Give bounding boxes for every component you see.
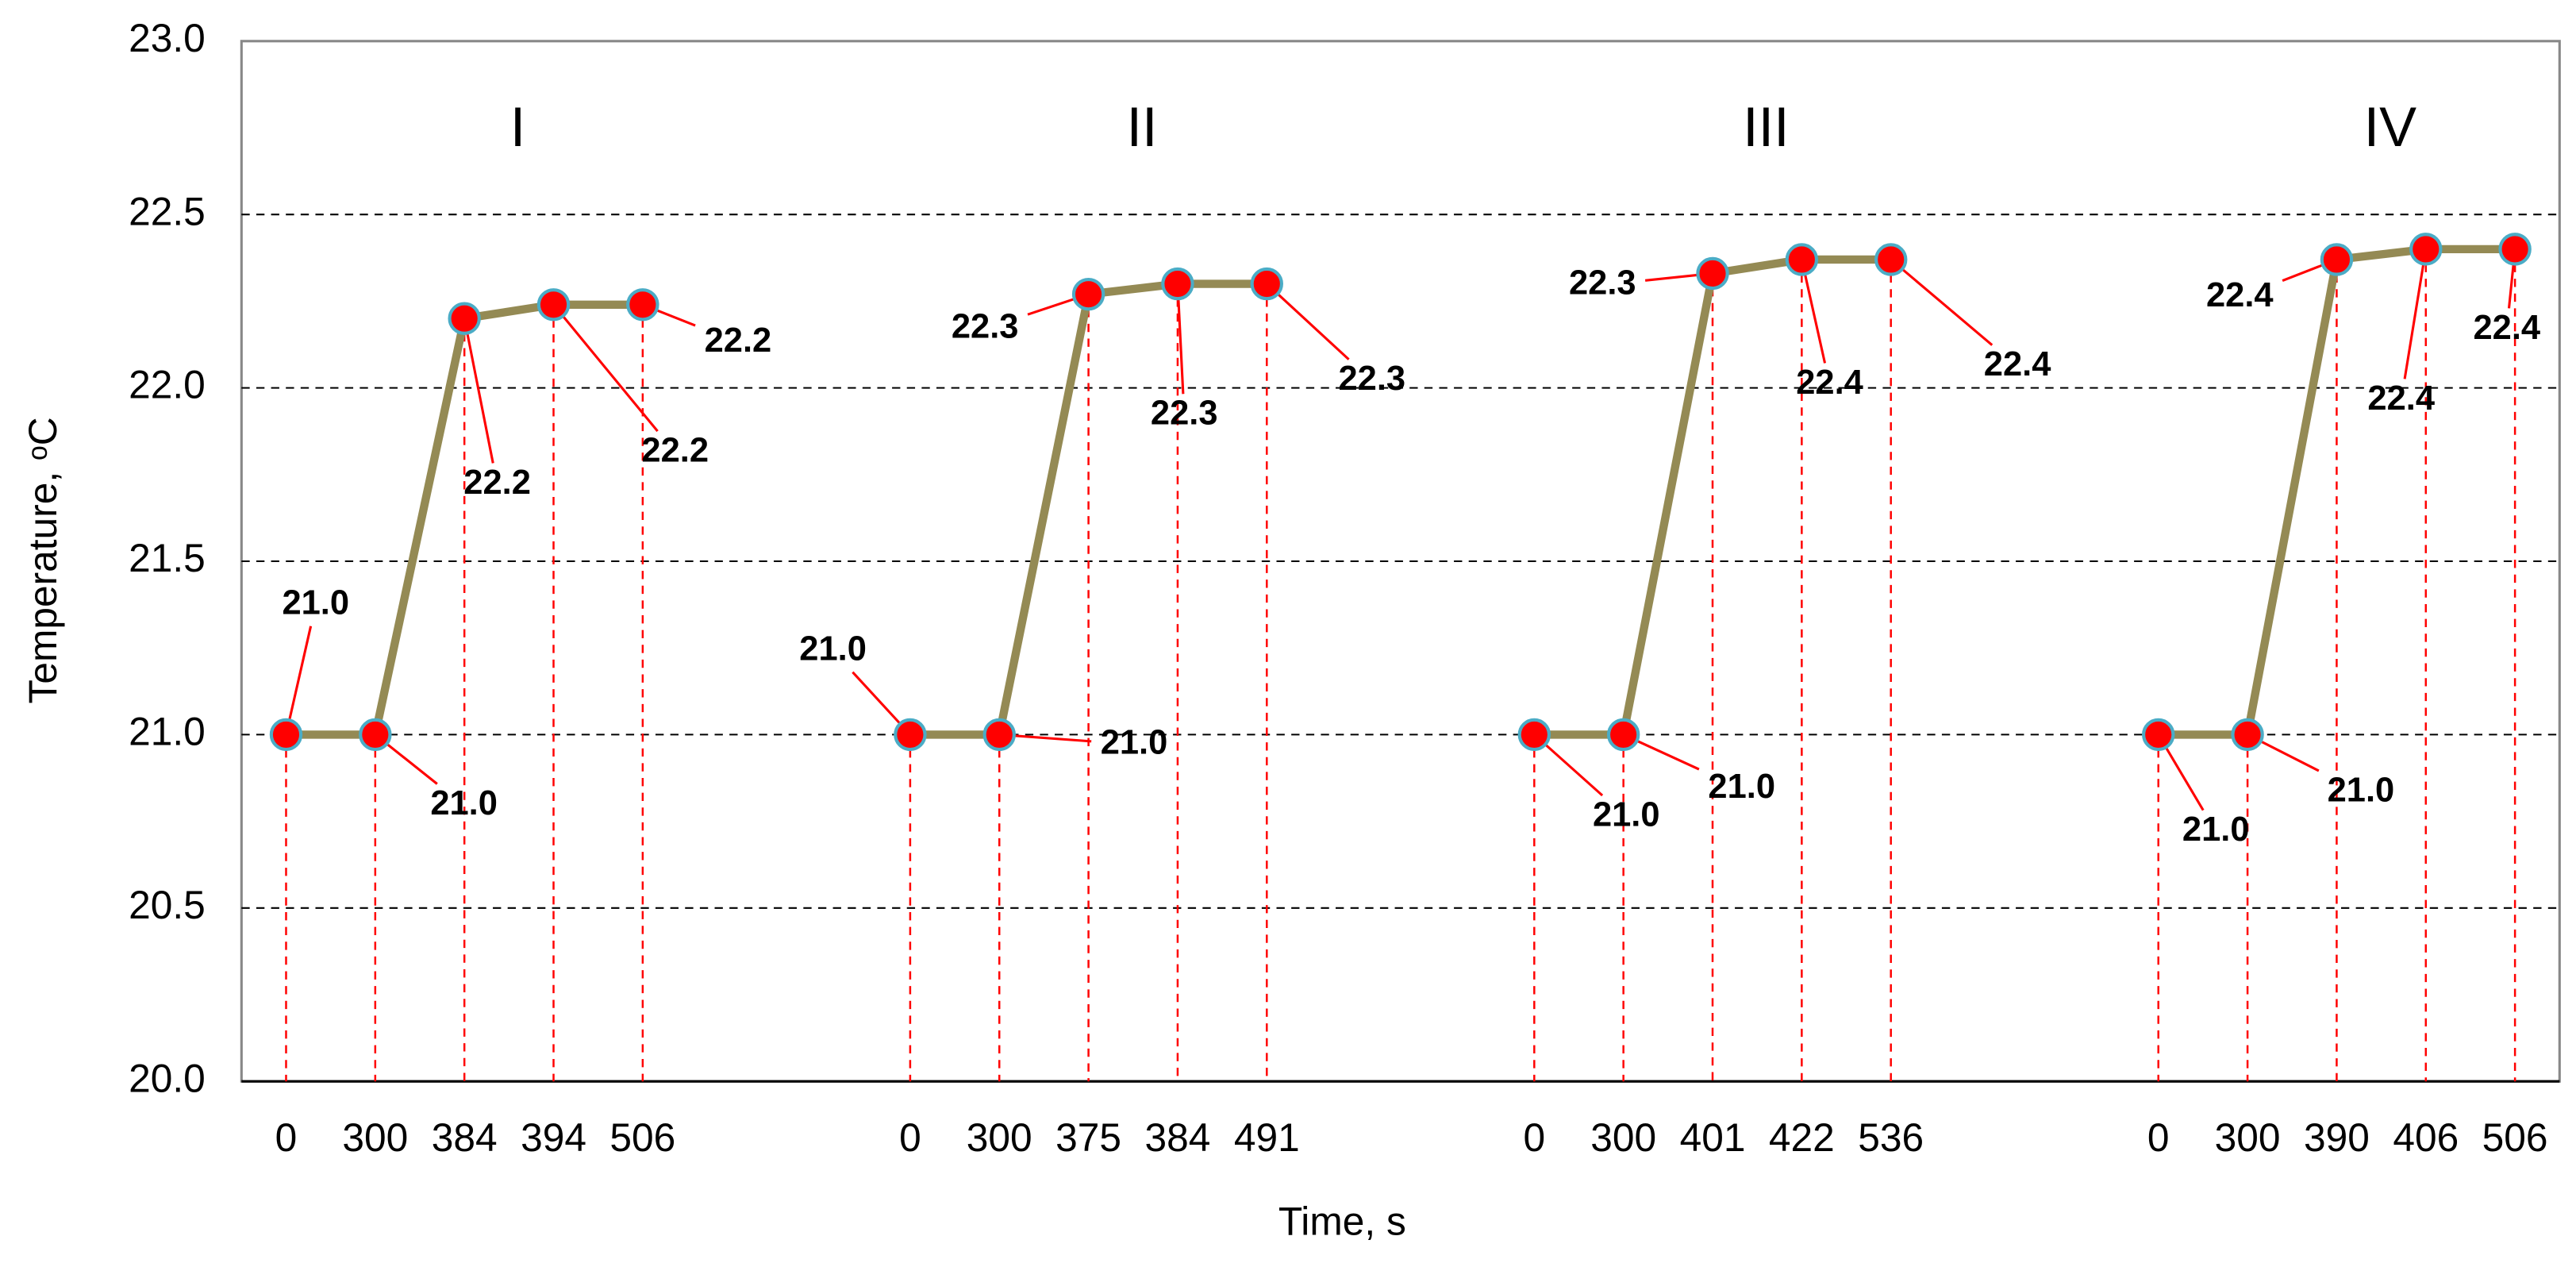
group-label: III <box>1743 95 1790 158</box>
x-tick-label: 422 <box>1769 1115 1835 1160</box>
marker <box>1874 243 1908 276</box>
leader-line <box>1266 283 1350 360</box>
data-label: 22.3 <box>952 308 1019 346</box>
x-tick-label: 300 <box>1590 1115 1656 1160</box>
data-label: 21.0 <box>1593 795 1660 834</box>
y-tick-label: 20.5 <box>129 883 206 927</box>
marker <box>1785 243 1819 276</box>
marker <box>982 718 1016 752</box>
y-tick-label: 20.0 <box>129 1056 206 1100</box>
x-tick-label: 300 <box>2215 1115 2281 1160</box>
marker <box>1071 277 1105 311</box>
data-label: 22.3 <box>1151 395 1218 433</box>
data-label: 22.4 <box>1984 345 2051 383</box>
x-tick-label: 491 <box>1234 1115 1300 1160</box>
x-tick-label: 394 <box>521 1115 586 1160</box>
x-tick-label: 0 <box>899 1115 921 1160</box>
leader-line <box>1800 259 1827 364</box>
marker <box>1250 267 1283 301</box>
marker <box>1161 267 1194 301</box>
marker <box>2409 233 2443 266</box>
x-tick-label: 406 <box>2393 1115 2459 1160</box>
x-tick-label: 390 <box>2304 1115 2370 1160</box>
x-axis-title: Time, s <box>1278 1199 1406 1243</box>
y-tick-label: 21.5 <box>129 536 206 580</box>
series-line <box>286 245 2516 739</box>
data-label: 22.2 <box>705 322 772 360</box>
data-label: 21.0 <box>2328 771 2395 809</box>
x-tick-label: 0 <box>2147 1115 2170 1160</box>
group-label: II <box>1126 95 1157 158</box>
x-tick-label: 506 <box>609 1115 675 1160</box>
data-label: 22.4 <box>2206 276 2274 314</box>
x-tick-label: 384 <box>432 1115 498 1160</box>
data-label: 22.4 <box>2473 309 2540 347</box>
x-tick-label: 384 <box>1144 1115 1210 1160</box>
y-tick-label: 23.0 <box>129 16 206 60</box>
x-tick-label: 300 <box>342 1115 408 1160</box>
x-tick-label: 506 <box>2482 1115 2548 1160</box>
data-label: 22.2 <box>641 432 709 470</box>
y-tick-label: 22.0 <box>129 363 206 407</box>
leader-line <box>552 303 659 433</box>
data-label: 21.0 <box>1101 723 1168 761</box>
x-tick-label: 375 <box>1055 1115 1121 1160</box>
data-label: 22.4 <box>1796 364 1863 402</box>
data-label: 22.4 <box>2367 379 2435 418</box>
data-label: 22.3 <box>1338 360 1405 398</box>
x-tick-label: 536 <box>1858 1115 1924 1160</box>
data-label: 22.2 <box>463 464 531 502</box>
marker <box>448 302 481 335</box>
marker <box>1517 718 1551 752</box>
x-tick-label: 300 <box>967 1115 1032 1160</box>
data-label: 21.0 <box>282 583 349 622</box>
marker <box>2320 243 2354 276</box>
leader-line <box>1890 258 1994 346</box>
data-label: 22.3 <box>1569 264 1636 302</box>
marker <box>269 718 303 752</box>
data-label: 21.0 <box>2182 811 2250 849</box>
leader-line <box>463 318 494 464</box>
data-label: 21.0 <box>799 630 867 668</box>
x-tick-label: 0 <box>1524 1115 1546 1160</box>
marker <box>536 288 571 322</box>
x-tick-label: 0 <box>275 1115 298 1160</box>
y-tick-label: 21.0 <box>129 710 206 754</box>
marker <box>626 288 659 322</box>
y-axis-title: Temperature, ᵒC <box>21 417 65 703</box>
data-label: 21.0 <box>1708 768 1775 806</box>
group-label: I <box>510 95 526 158</box>
marker <box>894 718 927 752</box>
data-label: 21.0 <box>430 784 498 822</box>
leader-line <box>1176 283 1185 395</box>
y-tick-label: 22.5 <box>129 189 206 233</box>
group-label: IV <box>2364 95 2417 158</box>
marker <box>1606 718 1640 752</box>
marker <box>2231 718 2264 752</box>
marker <box>2142 718 2175 752</box>
x-tick-label: 401 <box>1680 1115 1746 1160</box>
marker <box>359 718 392 752</box>
leader-line <box>2403 248 2428 379</box>
marker <box>2498 233 2532 266</box>
leader-line <box>284 626 313 735</box>
marker <box>1696 256 1729 291</box>
